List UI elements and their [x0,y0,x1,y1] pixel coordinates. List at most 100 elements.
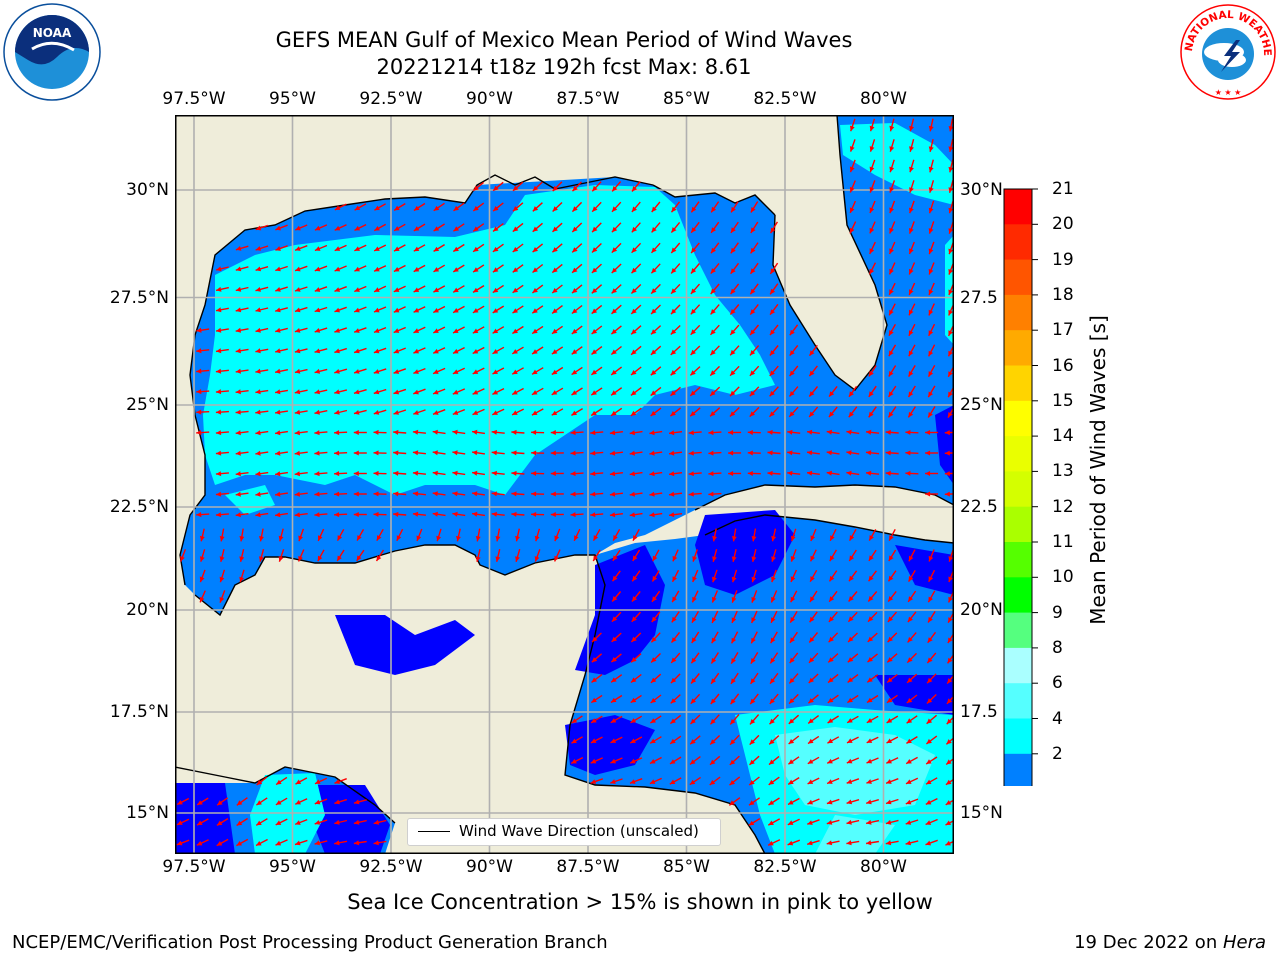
wave-direction-arrowhead [255,471,261,477]
wave-direction-arrowhead [235,266,242,272]
wave-direction-arrowhead [571,410,577,416]
colorbar-segment [1004,718,1032,755]
wave-direction-arrowhead [574,535,579,541]
wave-direction-arrowhead [215,430,222,436]
wave-direction-arrowhead [889,146,895,152]
wave-direction-arrowhead [354,225,361,231]
wave-direction-arrowhead [688,471,694,477]
wave-direction-arrowhead [453,328,459,333]
wave-direction-arrowhead [671,206,677,213]
wave-direction-arrowhead [315,779,321,784]
wave-direction-arrowhead [552,328,558,334]
wave-direction-arrowhead [906,698,913,703]
legend-line-sample [418,831,450,832]
wave-direction-arrowhead [177,800,183,805]
wave-direction-arrowhead [196,840,203,846]
wave-direction-arrowhead [216,307,222,313]
wave-direction-arrowhead [826,840,833,846]
wave-direction-arrowhead [492,308,499,313]
wave-direction-arrowhead [670,718,676,724]
wave-direction-arrowhead [907,657,913,663]
wave-direction-arrowhead [413,348,419,354]
wave-direction-arrowhead [729,780,735,786]
wave-direction-arrowhead [552,308,558,314]
wave-direction-arrowhead [867,677,873,683]
wave-direction-arrowhead [690,698,696,704]
wave-direction-arrowhead [828,636,834,643]
wave-direction-arrowhead [255,430,261,436]
wave-direction-arrowhead [928,412,933,418]
wave-direction-arrowhead [393,389,400,395]
wave-direction-arrowhead [275,471,281,477]
wave-direction-arrowhead [749,759,755,765]
wave-direction-arrowhead [846,450,852,456]
wave-direction-arrowhead [259,536,264,542]
wave-direction-arrowhead [926,759,932,764]
wave-direction-arrowhead [492,287,499,293]
wave-direction-arrowhead [354,410,360,415]
wave-direction-arrowhead [909,187,914,193]
wave-direction-arrowhead [909,268,914,275]
wave-direction-arrowhead [631,308,637,314]
wave-direction-arrowhead [768,779,775,785]
wave-direction-arrowhead [908,555,914,562]
wave-direction-arrowhead [552,247,558,253]
wave-direction-arrowhead [590,758,597,764]
lon-tick-label-bottom: 82.5°W [753,857,817,877]
chart-subtitle: 20221214 t18z 192h fcst Max: 8.61 [376,55,752,79]
wave-direction-arrowhead [750,719,756,725]
wave-direction-arrowhead [314,820,321,825]
wave-direction-arrowhead [318,535,323,541]
wave-direction-arrowhead [334,246,341,251]
wave-direction-arrowhead [710,370,716,376]
wave-direction-arrowhead [771,535,777,542]
wave-direction-arrowhead [730,247,736,254]
wave-direction-arrowhead [612,596,618,602]
wave-direction-arrowhead [889,125,895,132]
wave-direction-arrowhead [512,410,518,415]
wave-direction-arrowhead [452,470,458,476]
wave-direction-arrowhead [728,471,734,476]
wave-direction-arrowhead [868,391,874,397]
wave-direction-arrowhead [314,409,320,415]
wave-direction-arrowhead [790,556,796,562]
wave-direction-arrowhead [572,226,578,232]
wave-direction-arrowhead [215,389,222,395]
wave-direction-arrowhead [770,657,776,664]
wave-direction-arrowhead [650,677,657,683]
wave-direction-arrowhead [731,576,737,583]
wave-direction-arrowhead [670,698,677,704]
lon-tick-label-bottom: 92.5°W [359,857,423,877]
wave-direction-arrowhead [432,470,438,476]
wave-direction-arrowhead [393,287,400,292]
wave-direction-arrowhead [906,738,912,744]
wave-direction-arrowhead [629,450,635,456]
wave-direction-arrowhead [413,328,420,333]
wave-direction-arrowhead [692,596,697,603]
wave-direction-arrowhead [788,718,795,724]
wave-direction-arrowhead [433,410,439,415]
wave-direction-arrowhead [887,636,893,643]
wave-direction-arrowhead [472,491,478,497]
wave-direction-arrowhead [235,409,241,415]
wave-direction-arrowhead [829,391,835,397]
wave-direction-arrowhead [356,555,362,561]
wave-direction-arrowhead [846,429,852,435]
wave-direction-arrowhead [492,349,499,354]
wave-direction-arrowhead [433,226,440,231]
wave-direction-arrowhead [591,697,597,703]
colorbar-segment [1004,294,1032,331]
wave-direction-arrowhead [334,779,341,784]
wave-direction-arrowhead [609,450,616,456]
wave-direction-arrowhead [889,309,894,316]
wave-direction-arrowhead [334,471,340,477]
wave-direction-arrowhead [867,657,873,663]
wave-direction-arrowhead [808,718,814,724]
wave-direction-arrowhead [650,370,657,376]
wave-direction-arrowhead [354,389,360,395]
wave-direction-arrowhead [216,286,222,292]
wave-direction-arrowhead [807,429,813,435]
wave-direction-arrowhead [610,738,617,743]
wave-direction-arrowhead [885,819,892,825]
wave-direction-arrowhead [591,677,597,683]
